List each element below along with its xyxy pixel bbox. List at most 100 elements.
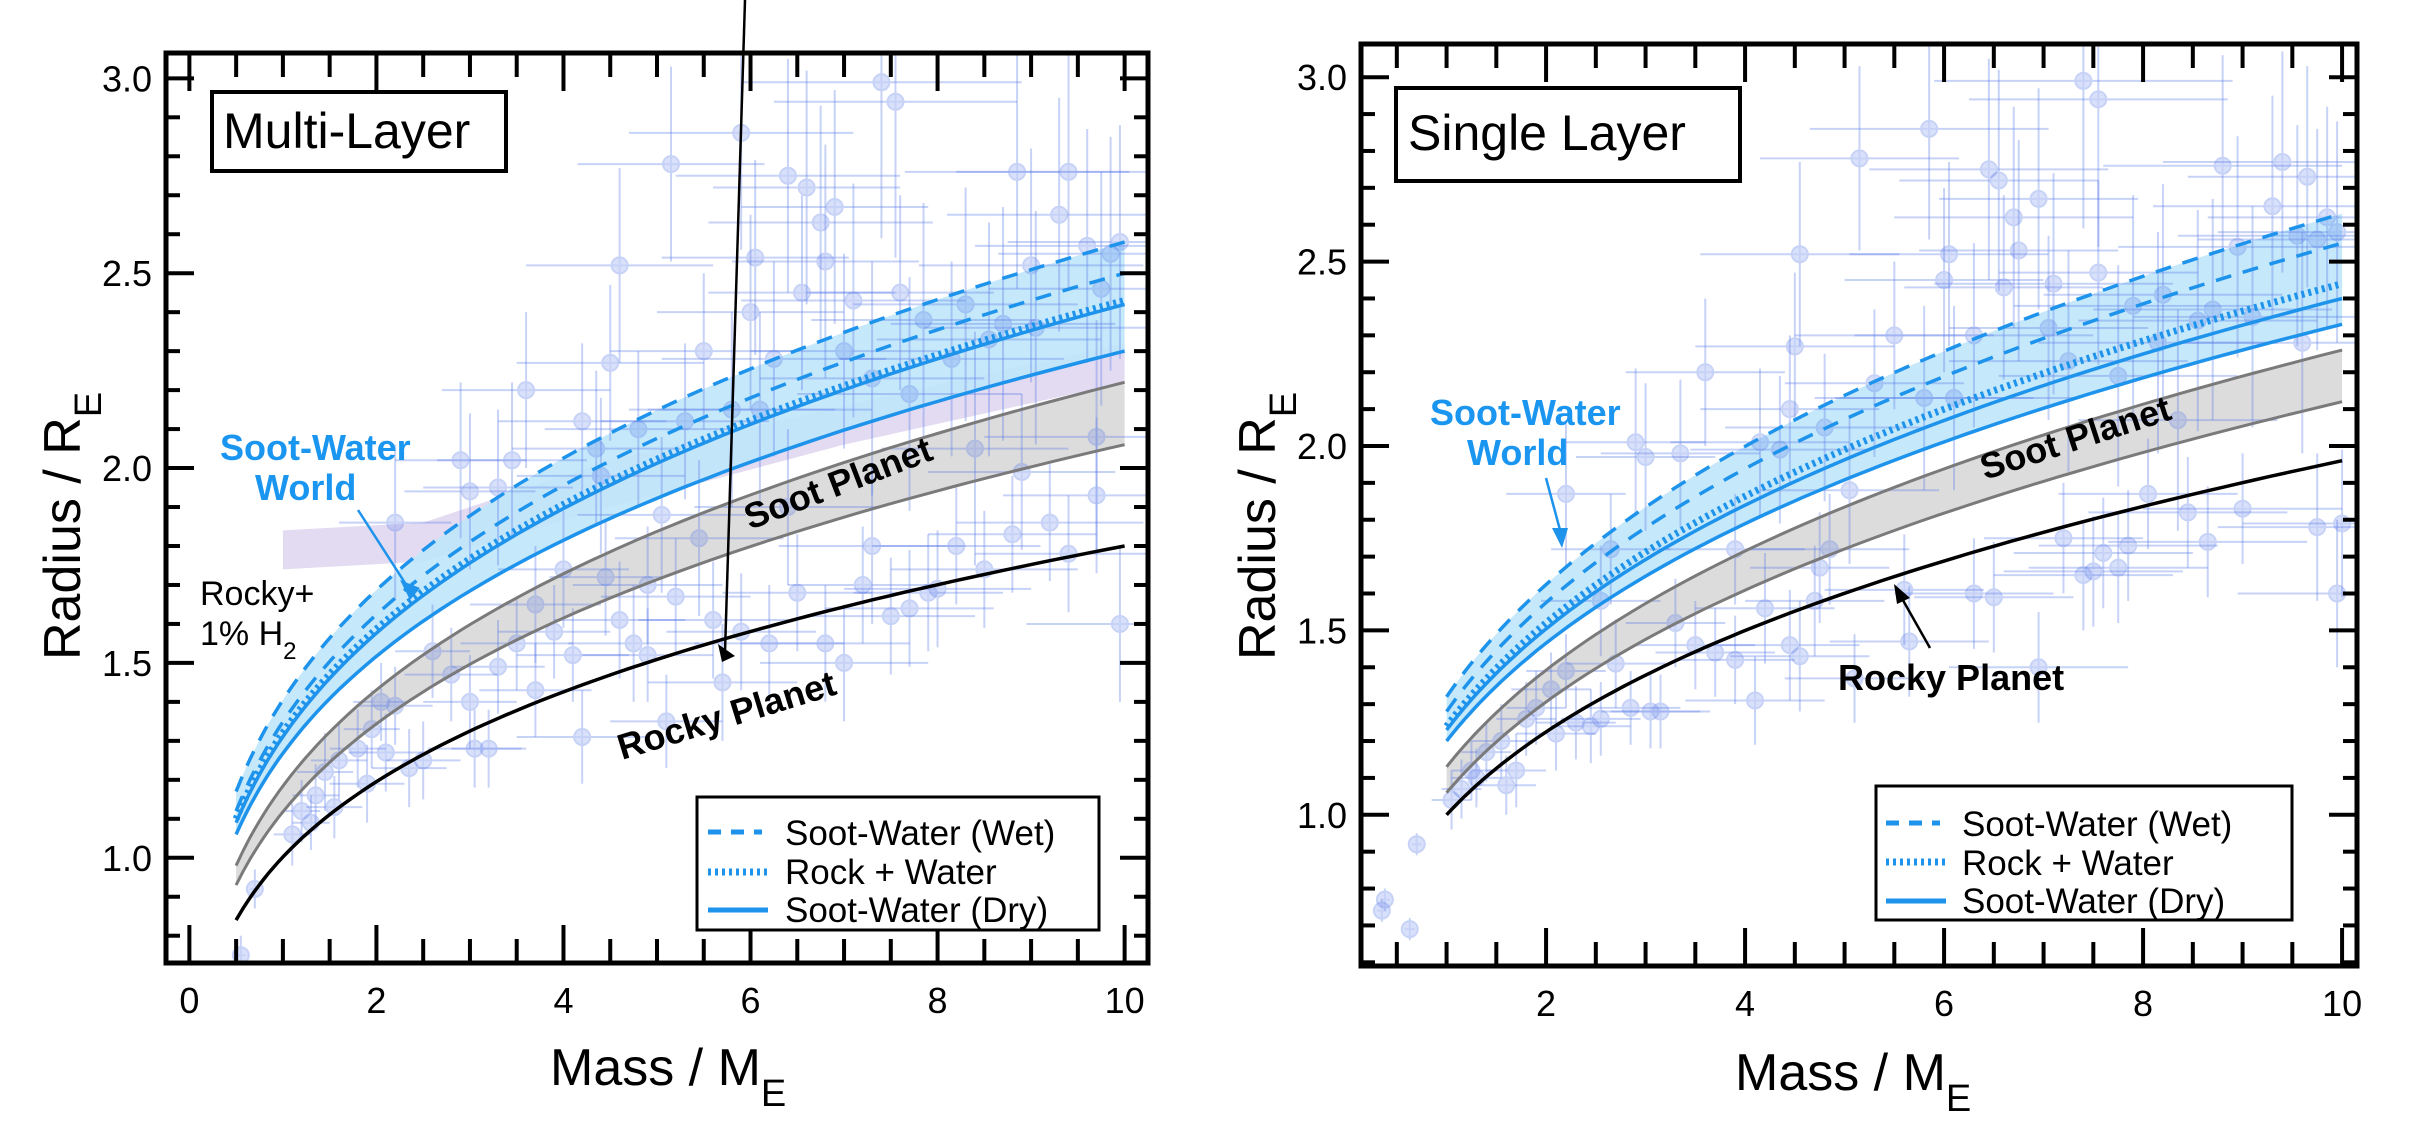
data-point	[2242, 449, 2357, 598]
soot-water-band	[1446, 213, 2343, 742]
rocky-planet-line	[234, 544, 1125, 921]
data-point	[371, 729, 447, 808]
data-point	[741, 53, 1022, 239]
data-point	[610, 674, 723, 769]
data-point	[1506, 420, 1626, 568]
annotation-soot-water-line2: World	[255, 467, 356, 508]
data-point	[2058, 438, 2238, 550]
data-point	[1829, 586, 1989, 697]
data-point	[572, 526, 723, 644]
x-tick-labels: 2 4 6 8 10	[1536, 983, 2362, 1024]
data-point	[741, 183, 966, 418]
soot-planet-band	[236, 382, 1125, 886]
annotation-soot-water-line1: Soot-Water	[220, 427, 411, 468]
panel-title: Multi-Layer	[223, 103, 470, 159]
y-axis-title-main: Radius / R	[1229, 417, 1287, 660]
data-point	[614, 460, 784, 617]
annotation-arrow-head	[1552, 528, 1568, 548]
y-tick-label: 1.0	[102, 838, 152, 879]
data-point	[872, 487, 1041, 605]
data-point	[600, 538, 751, 656]
x-tick-label: 10	[1105, 980, 1145, 1021]
annotation-rocky-h2-line1: Rocky+	[200, 575, 314, 613]
data-point	[759, 604, 929, 722]
data-point	[998, 136, 1148, 371]
data-point	[357, 666, 433, 745]
x-tick-label: 4	[1735, 983, 1755, 1024]
data-point	[329, 709, 386, 788]
data-point	[1407, 833, 1426, 856]
data-point	[2217, 453, 2357, 601]
data-point	[1575, 383, 1716, 531]
data-point	[1551, 689, 1631, 764]
soot-water-wet-lower-line	[1445, 241, 2343, 713]
data-point	[2108, 486, 2308, 598]
rock-water-line	[1443, 280, 2344, 729]
soot-water-dry-lower-line	[234, 349, 1126, 836]
data-point	[1949, 611, 2129, 723]
data-point	[437, 382, 587, 539]
data-point	[890, 206, 1116, 441]
x-tick-label: 2	[1536, 983, 1556, 1024]
data-point	[1026, 545, 1148, 702]
annotation-arrow-line	[356, 509, 409, 587]
data-point	[675, 58, 901, 293]
soot-water-wet-lower-line	[234, 271, 1126, 812]
data-point	[568, 584, 700, 702]
data-point	[385, 721, 461, 800]
data-points	[1372, 44, 2357, 941]
data-point	[498, 584, 611, 679]
rock-water-line	[232, 297, 1126, 821]
data-point	[956, 54, 1148, 289]
x-tick-label: 8	[2133, 983, 2153, 1024]
data-point	[2013, 497, 2193, 609]
data-point	[1471, 704, 1532, 778]
data-point	[1934, 44, 2233, 229]
y-tick-label: 1.5	[102, 643, 152, 684]
x-tick-label: 6	[741, 980, 761, 1021]
data-point	[750, 253, 938, 449]
data-point	[853, 187, 1078, 422]
x-axis-title: Mass / ME	[1735, 1044, 1971, 1120]
data-point	[1695, 272, 1895, 421]
data-point	[1675, 615, 1795, 705]
data-point	[516, 284, 704, 441]
data-point	[348, 713, 424, 792]
y-tick-label: 1.0	[1297, 795, 1347, 836]
data-point	[1939, 88, 2139, 310]
data-point	[1904, 195, 2104, 380]
legend-label-wet: Soot-Water (Wet)	[785, 814, 1055, 853]
data-point	[451, 709, 527, 788]
data-point	[1625, 298, 1785, 446]
data-point	[1610, 674, 1711, 749]
data-point	[1565, 368, 1706, 517]
legend-label-dry: Soot-Water (Dry)	[1962, 882, 2225, 921]
x-tick-label: 6	[1934, 983, 1954, 1024]
data-point	[516, 608, 629, 702]
data-point	[1844, 187, 2044, 373]
data-point	[1869, 58, 2109, 281]
annotation-soot-water-world: Soot-Water World	[1430, 392, 1621, 548]
data-point	[1720, 589, 1860, 701]
rocky-arrow-head	[718, 644, 735, 662]
legend: Soot-Water (Wet) Rock + Water Soot-Water…	[695, 795, 1101, 932]
data-point	[516, 397, 686, 554]
soot-water-wet-upper-line	[234, 240, 1126, 793]
data-point	[1400, 918, 1419, 941]
panel-title-box: Single Layer	[1394, 86, 1742, 183]
data-point	[1998, 180, 2198, 365]
legend-label-dry: Soot-Water (Dry)	[785, 891, 1048, 930]
data-point	[1784, 634, 1925, 723]
data-point	[881, 331, 1069, 566]
rocky-planet-line	[1445, 458, 2343, 816]
y-tick-label: 2.5	[1297, 242, 1347, 283]
data-point	[1476, 755, 1537, 815]
data-point	[1998, 265, 2238, 487]
y-tick-label: 2.5	[102, 253, 152, 294]
data-point	[1695, 552, 1835, 664]
y-axis-title: Radius / RE	[1229, 392, 1305, 660]
data-point	[811, 203, 1036, 437]
rocky-arrow-line	[723, 0, 747, 653]
legend-box	[1874, 784, 2294, 922]
